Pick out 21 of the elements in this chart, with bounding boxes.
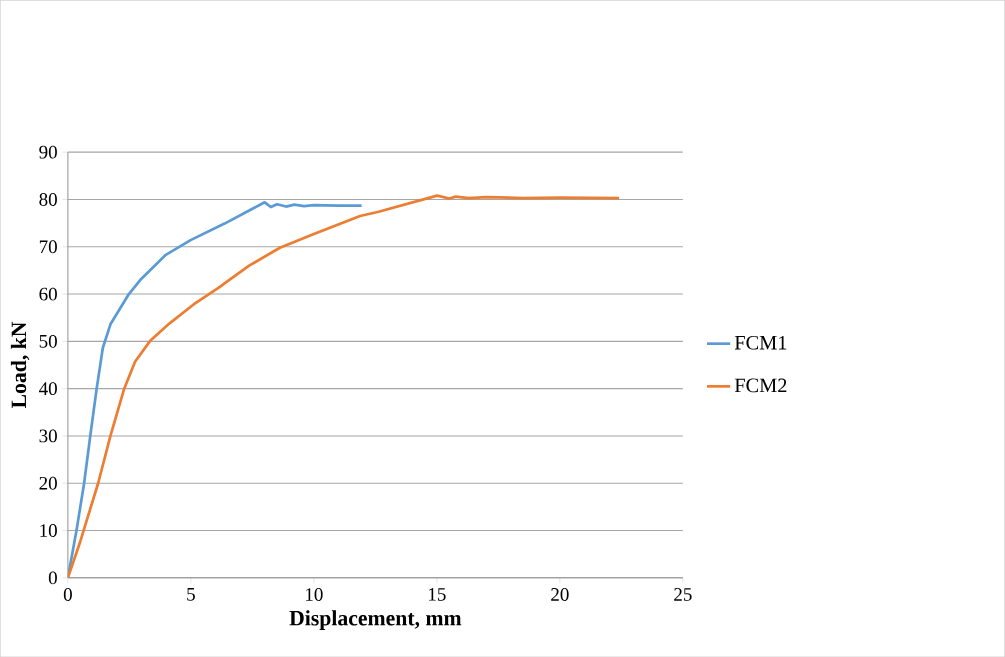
x-tick-label: 0 bbox=[63, 587, 72, 601]
legend-label: FCM2 bbox=[734, 378, 787, 393]
y-tick-label: 10 bbox=[40, 523, 57, 537]
x-tick-label: 20 bbox=[551, 587, 569, 601]
y-tick-label: 50 bbox=[39, 334, 57, 348]
x-tick-label: 25 bbox=[674, 587, 692, 601]
x-axis-title: Displacement, mm bbox=[289, 610, 462, 630]
line-series bbox=[67, 194, 621, 578]
legend-label: FCM1 bbox=[734, 335, 787, 350]
y-tick-label: 60 bbox=[39, 287, 57, 301]
y-tick-label: 80 bbox=[39, 192, 57, 206]
y-tick-label: 0 bbox=[48, 571, 57, 585]
y-tick-label: 40 bbox=[39, 382, 57, 395]
y-tick-label: 90 bbox=[39, 145, 57, 159]
y-tick-label: 30 bbox=[39, 429, 57, 443]
x-tick-label: 10 bbox=[306, 587, 323, 601]
y-tick-label: 70 bbox=[39, 240, 57, 254]
x-tick-label: 5 bbox=[187, 587, 195, 601]
y-tick-label: 20 bbox=[39, 476, 57, 490]
y-axis-title: Load, kN bbox=[10, 321, 30, 408]
x-tick-label: 15 bbox=[429, 587, 446, 601]
